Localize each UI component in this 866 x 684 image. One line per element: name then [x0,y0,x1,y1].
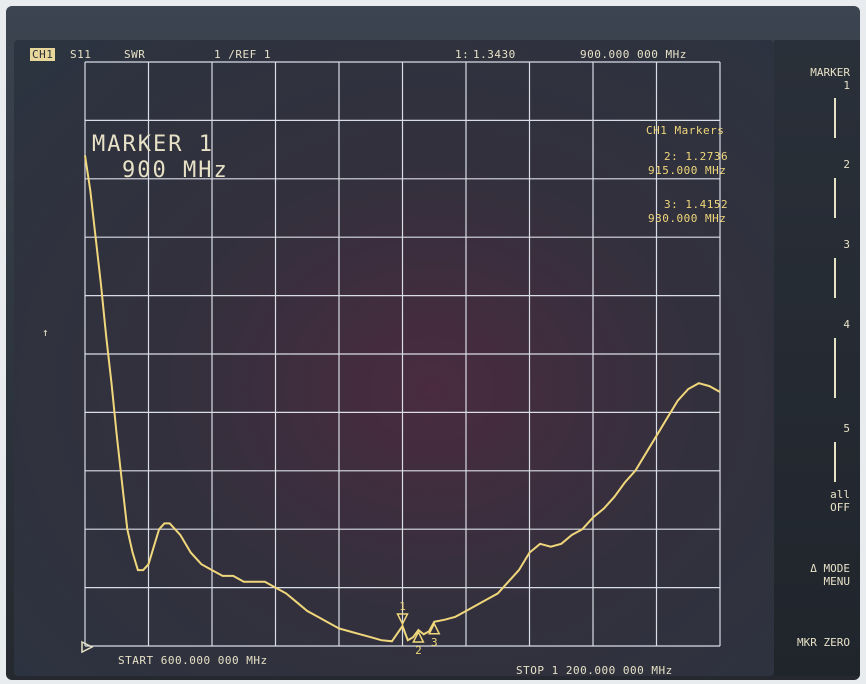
markers-panel-title: CH1 Markers [646,124,725,137]
reference-arrow-icon [81,640,94,654]
marker-2-icon: 2 [412,630,425,657]
marker-symbols: 1 23 [396,600,441,657]
marker-readout-label: 1: [455,48,470,61]
softkey-panel [774,40,860,676]
softkey-delta-mode-line1: Δ MODE [810,562,850,575]
format-label: SWR [124,48,146,61]
softkey-marker-1-label: MARKER [810,66,850,79]
marker-3-icon: 3 [428,622,441,649]
swr-trace [84,155,721,643]
softkey-marker-1-number: 1 [843,79,850,92]
softkey-delta-mode-line2: MENU [823,575,851,588]
param-label: S11 [70,48,92,61]
up-arrow-icon: ↑ [42,326,50,339]
marker-3-label: 3 [431,636,438,649]
softkey-divider [834,178,836,218]
softkey-all-off[interactable]: all OFF [772,488,850,514]
softkey-all-off-line2: OFF [830,501,850,514]
softkey-marker-5[interactable]: 5 [843,422,850,435]
marker-1-icon: 1 [396,600,409,626]
marker-1-label: 1 [399,600,406,613]
sweep-stop: STOP 1 200.000 000 MHz [516,664,673,677]
softkey-divider [834,258,836,298]
marker-readout-value: 1.3430 [473,48,516,61]
softkey-marker-zero[interactable]: MKR ZERO [797,636,850,649]
graticule [84,61,721,647]
softkey-marker-1[interactable]: MARKER 1 [772,66,850,92]
softkey-divider [834,98,836,138]
channel-badge: CH1 [30,48,56,61]
active-marker-frequency: 900 MHz [122,158,229,183]
marker-frequency: 900.000 000 MHz [580,48,687,61]
softkey-divider [834,338,836,398]
scale-label: 1 /REF 1 [214,48,271,61]
softkey-marker-3[interactable]: 3 [843,238,850,251]
marker-2-value: 2: 1.2736 [664,150,729,163]
softkey-all-off-line1: all [830,488,850,501]
softkey-divider [834,442,836,482]
softkey-delta-mode-menu[interactable]: Δ MODE MENU [772,562,850,588]
marker-3-frequency: 930.000 MHz [648,212,727,225]
softkey-marker-2[interactable]: 2 [843,158,850,171]
active-marker-title: MARKER 1 [92,132,214,157]
softkey-marker-4[interactable]: 4 [843,318,850,331]
marker-2-frequency: 915.000 MHz [648,164,727,177]
sweep-start: START 600.000 000 MHz [118,654,268,667]
marker-3-value: 3: 1.4152 [664,198,729,211]
marker-2-label: 2 [415,644,422,657]
